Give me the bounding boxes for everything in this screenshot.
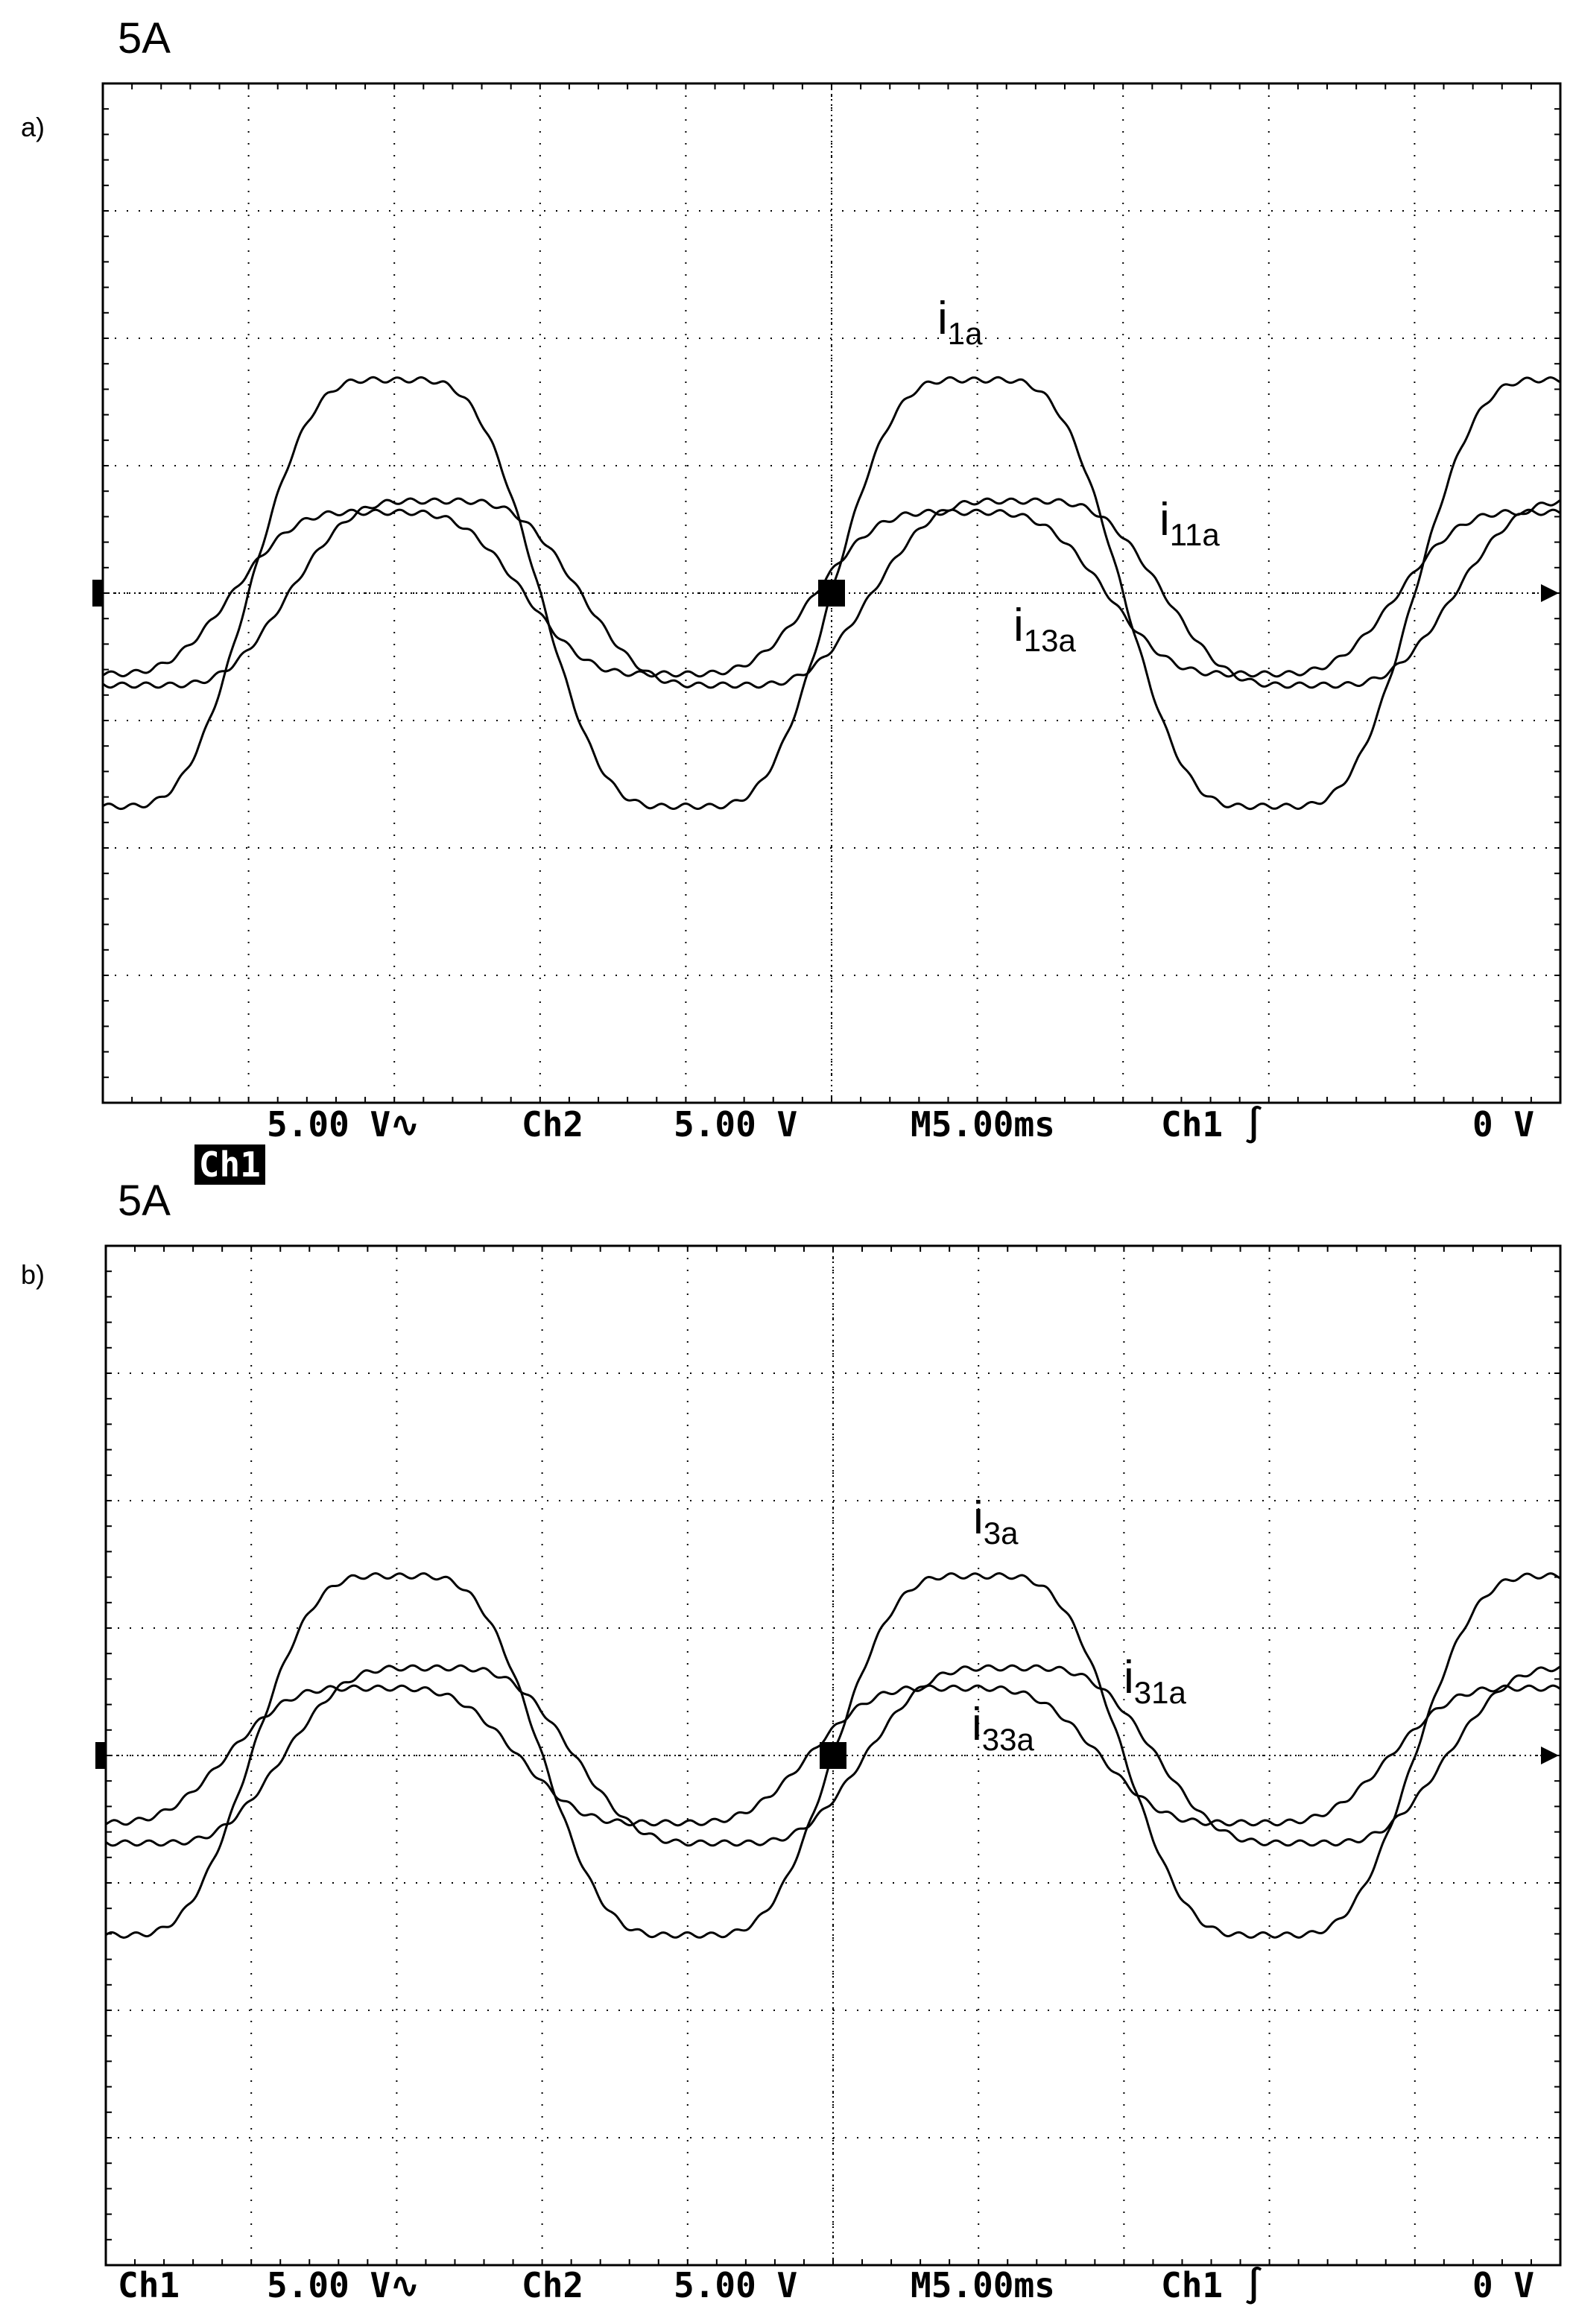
trigger-marker-right: [1541, 1747, 1559, 1764]
panel-tag: a): [21, 112, 45, 142]
trace-i11a: [102, 497, 1561, 689]
ch2-label: Ch2: [522, 2265, 584, 2305]
trigger: Ch1 ∫: [1161, 1104, 1265, 1144]
scale-label: 5A: [118, 1177, 171, 1225]
panel-a: 5A a) i1a i11a i13a Ch1 5.00 V∿ Ch2 5.00 V…: [21, 14, 1562, 1185]
panel-tag: b): [21, 1259, 45, 1290]
scale-label: 5A: [118, 14, 171, 63]
panel-b: 5A b) i3a i31a i33a Ch1 5.00 V∿ Ch2 5.00 V…: [0, 1162, 1573, 2324]
trigger: Ch1 ∫: [1161, 2265, 1265, 2305]
trace-i31a: [105, 1664, 1561, 1847]
ch1-scale: 5.00 V∿: [267, 2265, 420, 2305]
series-label-i1a: i1a: [937, 293, 983, 351]
series-label-i3a: i3a: [973, 1492, 1019, 1551]
scope-screen-a: i1a i11a i13a: [92, 82, 1562, 1104]
ground-marker-left: [92, 580, 103, 607]
ch2-scale: 5.00 V: [674, 1104, 798, 1144]
ground-marker-left: [95, 1742, 106, 1769]
trace-i13a: [102, 508, 1561, 678]
trigger-marker-right: [1541, 584, 1559, 602]
trace-i3a: [105, 1571, 1561, 1940]
ch1-label: Ch1: [118, 2265, 180, 2305]
series-label-i11a: i11a: [1159, 494, 1220, 552]
ch1-scale: 5.00 V∿: [267, 1104, 420, 1144]
status-bar: Ch1: [112, 1104, 265, 1225]
timebase: M5.00ms: [911, 2265, 1055, 2305]
series-label-i33a: i33a: [972, 1699, 1034, 1757]
trace-i1a: [102, 376, 1561, 811]
series-label-i31a: i31a: [1124, 1652, 1186, 1710]
scope-screen-b: i3a i31a i33a: [95, 1244, 1562, 2267]
ch2-label: Ch2: [522, 1104, 584, 1144]
trigger-level: 0 V: [1472, 1104, 1535, 1144]
timebase: M5.00ms: [911, 1104, 1055, 1144]
trace-i33a: [105, 1684, 1561, 1827]
ch1-label: Ch1: [194, 1144, 265, 1185]
trigger-level: 0 V: [1472, 2265, 1535, 2305]
series-label-i13a: i13a: [1013, 600, 1076, 658]
ch2-scale: 5.00 V: [674, 2265, 798, 2305]
